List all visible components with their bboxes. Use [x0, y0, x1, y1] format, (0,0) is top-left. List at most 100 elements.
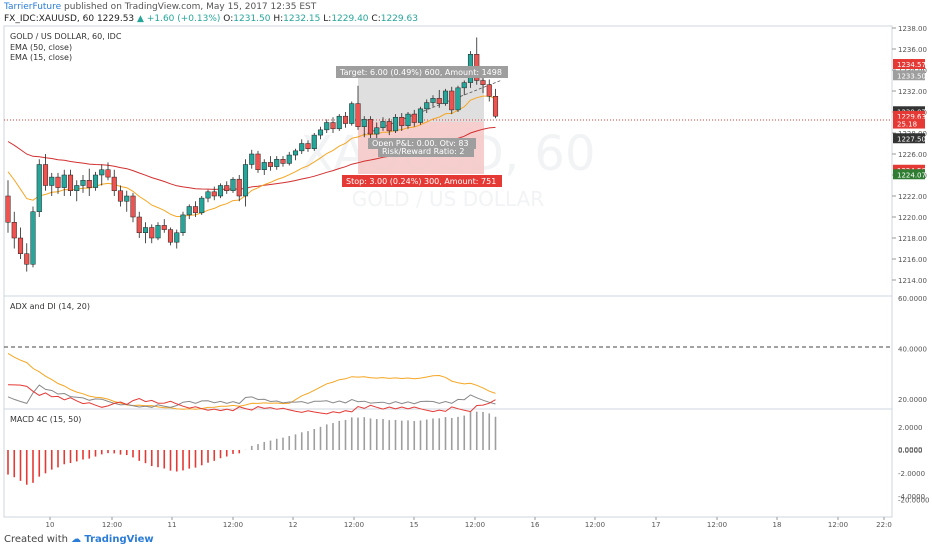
- symbol-label: FX_IDC:XAUUSD, 60: [4, 14, 95, 24]
- candle-body: [267, 162, 274, 167]
- adx-pane[interactable]: [3, 295, 893, 410]
- candle-body: [205, 191, 211, 199]
- candle-body: [292, 150, 299, 156]
- macd-pane[interactable]: [3, 408, 893, 518]
- time-axis[interactable]: 10 12:00 11 12:00 12 12:00 15 12:00 16 12:00 17 12:…: [46, 517, 892, 529]
- price-tick-label: 1236.00: [898, 46, 927, 54]
- candle-body: [361, 119, 367, 127]
- price-tick-label: 1220.00: [898, 214, 927, 222]
- candle-body: [17, 237, 24, 254]
- time-tick-label: 12:00: [102, 521, 122, 529]
- candle-body: [411, 113, 417, 123]
- candle-body: [230, 178, 236, 191]
- price-change: ▲ +1.60 (+0.13%): [137, 14, 221, 24]
- open-label: O:: [223, 14, 234, 24]
- tradingview-logo-icon: ☁: [71, 534, 82, 545]
- candle-body: [161, 225, 167, 230]
- open-label-bg: [368, 138, 476, 149]
- candle-body: [480, 80, 486, 85]
- adx-title: ADX and DI (14, 20): [10, 302, 90, 311]
- candle-body: [30, 211, 36, 265]
- macd-tick-label: 0.0000: [898, 447, 923, 455]
- author-link[interactable]: TarrierFuture: [4, 2, 62, 12]
- brand-name[interactable]: TradingView: [84, 534, 154, 545]
- candle-body: [461, 82, 467, 89]
- candle-body: [80, 180, 86, 186]
- candle-body: [386, 121, 392, 132]
- candle-body: [374, 127, 380, 135]
- candle-body: [492, 96, 499, 117]
- candle-body: [99, 169, 105, 176]
- price-badge: [893, 169, 925, 180]
- price-tick-label: 1232.00: [898, 88, 927, 96]
- adx-tick-label: 60.0000: [898, 295, 927, 303]
- candle-body: [199, 197, 205, 214]
- macd-tick-label: -4.0000: [898, 493, 925, 501]
- candle-body: [211, 191, 217, 197]
- time-tick-label: 12:00: [585, 521, 605, 529]
- price-badge: [893, 59, 925, 70]
- candle-body: [155, 225, 161, 239]
- candle-body: [430, 98, 436, 103]
- ema50-legend: EMA (50, close): [10, 43, 72, 52]
- adx-tick-label: 40.0000: [898, 345, 927, 353]
- risk-reward-label: Risk/Reward Ratio: 2: [382, 147, 464, 156]
- adx-axis: 60.0000 40.0000 20.0000 0.0000 -20.0000: [898, 295, 929, 505]
- time-tick-label: 18: [773, 521, 782, 529]
- watermark-name: GOLD / US DOLLAR: [352, 187, 544, 211]
- time-tick-label: 12:00: [828, 521, 848, 529]
- price-tick-label: 1214.00: [898, 277, 927, 285]
- adx-path: [7, 352, 496, 410]
- price-tick-label: 1222.00: [898, 193, 927, 201]
- price-badge: [893, 70, 925, 81]
- low-value: 1229.40: [331, 14, 369, 24]
- price-tick-label: 1238.00: [898, 25, 927, 33]
- candle-body: [261, 162, 267, 170]
- candle-body: [380, 121, 386, 128]
- created-with-label: Created with: [4, 534, 68, 545]
- stop-label-bg: [342, 175, 502, 187]
- symbol-ohlc: FX_IDC:XAUUSD, 60 1229.53 ▲ +1.60 (+0.13…: [4, 14, 418, 24]
- adx-tick-label: 0.0000: [898, 446, 923, 454]
- time-tick-label: 15: [410, 521, 419, 529]
- candle-body: [224, 185, 230, 191]
- candle-body: [236, 178, 242, 197]
- candle-body: [42, 164, 49, 186]
- macd-title: MACD 4C (15, 50): [10, 415, 81, 424]
- candle-body: [311, 134, 317, 150]
- candle-body: [299, 143, 305, 152]
- candle-body: [286, 154, 292, 164]
- candle-body: [455, 87, 461, 111]
- time-tick-label: 10: [46, 521, 55, 529]
- candle-body: [242, 164, 249, 197]
- candle-body: [86, 180, 92, 188]
- open-pnl-label: Open P&L: 0.00, Qty: 83: [372, 139, 469, 148]
- candle-body: [317, 129, 324, 136]
- candle-body: [367, 119, 374, 135]
- candle-body: [249, 153, 255, 165]
- candle-body: [142, 227, 149, 233]
- macd-tick-label: 2.0000: [898, 424, 923, 432]
- price-tick-label: 1216.00: [898, 256, 927, 264]
- footer-branding: Created with ☁ TradingView: [4, 534, 154, 545]
- candle-body: [217, 185, 224, 197]
- open-value: 1231.50: [233, 14, 271, 24]
- candle-body: [449, 90, 455, 111]
- candle-body: [305, 143, 311, 149]
- candle-body: [417, 108, 424, 123]
- candle-body: [49, 176, 55, 186]
- candle-body: [36, 164, 42, 212]
- candle-body: [74, 185, 80, 191]
- candle-body: [61, 174, 67, 188]
- candle-body: [111, 176, 117, 192]
- price-badge-label: 1229.63: [897, 113, 926, 121]
- candle-body: [24, 253, 30, 265]
- last-price: 1229.53: [96, 14, 135, 24]
- candle-body: [342, 115, 349, 124]
- candle-body: [442, 90, 449, 104]
- stop-label: Stop: 3.00 (0.24%) 300, Amount: 751: [346, 177, 496, 186]
- time-tick-label: 16: [531, 521, 540, 529]
- publish-info: TarrierFuture published on TradingView.c…: [4, 2, 316, 12]
- publish-text: published on TradingView.com, May 15, 20…: [64, 2, 317, 12]
